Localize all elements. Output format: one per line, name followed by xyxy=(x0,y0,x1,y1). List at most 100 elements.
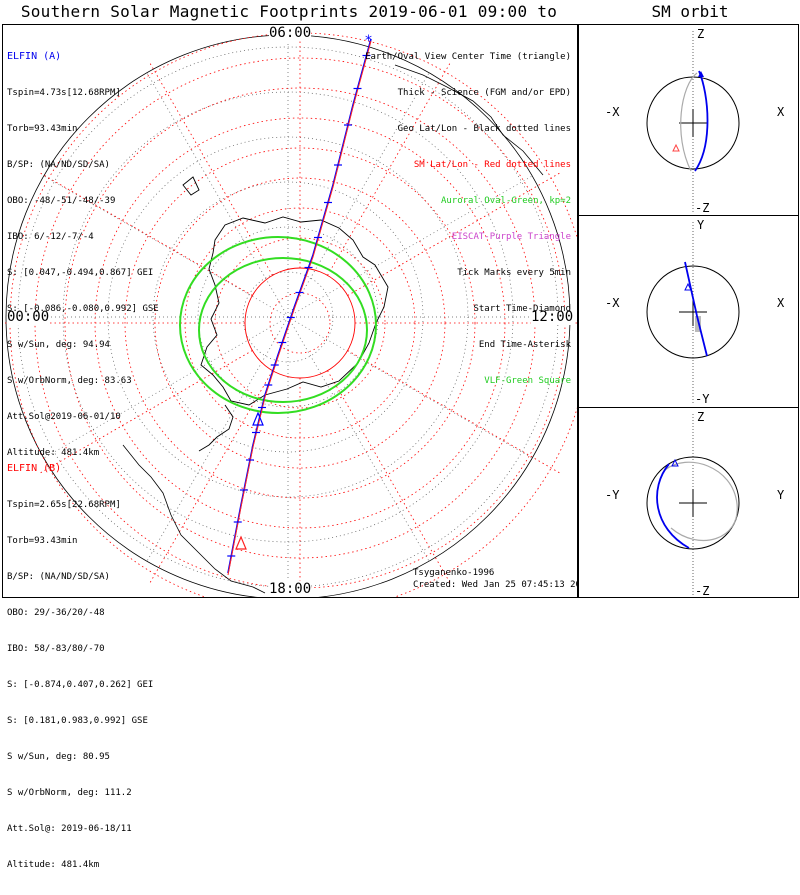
orbit-b-path xyxy=(680,72,698,172)
axis-label-left: -Y xyxy=(605,488,620,502)
geo-lat-circle xyxy=(197,226,379,408)
orbit-a-path xyxy=(684,261,708,357)
created-timestamp: Created: Wed Jan 25 07:45:13 2023 xyxy=(413,580,592,590)
sm-lat-circle xyxy=(269,292,331,354)
sm-lon-line xyxy=(327,370,451,584)
probe-a-line: S: [-0.086,-0.080,0.992] GSE xyxy=(7,304,159,314)
auroral-oval-outer xyxy=(179,236,377,414)
sm-lon-line xyxy=(39,350,253,474)
probe-a-line: S: [0.047,-0.494,0.867] GEI xyxy=(7,268,154,278)
model-credit: Tsyganenko-1996 xyxy=(413,568,495,578)
probe-a-line: S w/Sun, deg: 94.94 xyxy=(7,340,110,350)
geo-lon-line xyxy=(146,72,289,318)
axis-label-down: -Z xyxy=(695,201,710,215)
probe-b-line: OBO: 29/-36/20/-48 xyxy=(7,608,105,618)
probe-a-line: OBO: -48/-51/-48/-39 xyxy=(7,196,116,206)
axis-label-down: -Z xyxy=(695,584,710,598)
axis-label-up: Z xyxy=(697,27,705,41)
orbit-a-path xyxy=(656,463,690,549)
legend-item: Geo Lat/Lon - Black dotted lines xyxy=(397,124,571,134)
axis-label-up: Z xyxy=(697,410,705,424)
probe-a-line: Att.Sol@2019-06-01/10 xyxy=(7,412,121,422)
sm-lon-line xyxy=(327,62,451,276)
sm-lat-circle xyxy=(124,147,476,499)
legend-item: Start Time-Diamond xyxy=(473,304,571,314)
legend-item: Tick Marks every 5min xyxy=(457,268,571,278)
map-legend: Earth/Oval View Center Time (triangle) T… xyxy=(365,27,571,411)
legend-item: VLF-Green Square xyxy=(484,376,571,386)
sm-lon-line xyxy=(149,370,273,584)
hour-label-top: 06:00 xyxy=(269,25,312,41)
legend-item: Auroral Oval-Green, kp=2 xyxy=(440,196,571,206)
view-center-triangle-b xyxy=(235,535,247,550)
sm-lon-line xyxy=(347,350,561,474)
probe-b-line: S: [0.181,0.983,0.992] GSE xyxy=(7,716,148,726)
probe-a-line: B/SP: (NA/ND/SD/SA) xyxy=(7,160,110,170)
antarctica-coastline xyxy=(182,176,389,452)
orbit-plot-yz xyxy=(646,414,740,596)
footprint-map-panel: * 06:00 00:00 12:00 18:00 Earth/Oval Vie… xyxy=(2,24,592,870)
probe-b-info: ELFIN (B) Tspin=2.65s[22.68RPM] Torb=93.… xyxy=(7,439,153,895)
orbit-a-marker xyxy=(698,71,704,77)
sm-lon-line xyxy=(347,172,561,296)
orbit-b-marker xyxy=(672,143,680,152)
orbit-b-shadow xyxy=(695,316,701,332)
probe-b-line: Torb=93.43min xyxy=(7,536,78,546)
orbit-panel-yz: Z -Z -Y Y xyxy=(578,407,799,598)
track-tick-marks xyxy=(227,54,371,557)
probe-b-line: Att.Sol@: 2019-06-18/11 xyxy=(7,824,132,834)
hour-label-right: 12:00 xyxy=(531,309,574,325)
geo-lon-line xyxy=(43,175,289,318)
orbit-plot-xz xyxy=(646,31,740,213)
axis-label-right: X xyxy=(777,296,785,310)
axis-label-left: -X xyxy=(605,296,620,310)
geo-lon-line xyxy=(287,316,533,459)
elfin-b-track xyxy=(227,40,372,576)
orbit-a-marker xyxy=(684,282,692,291)
sm-lat-circle xyxy=(214,237,386,409)
probe-b-line: B/SP: (NA/ND/SD/SA) xyxy=(7,572,110,582)
hour-label-left: 00:00 xyxy=(7,309,50,325)
orbit-a-marker xyxy=(671,458,679,467)
sm-lon-line xyxy=(39,172,253,296)
probe-a-line: IBO: 6/-12/-7/-4 xyxy=(7,232,94,242)
probe-b-name: ELFIN (B) xyxy=(7,463,62,474)
legend-item: End Time-Asterisk xyxy=(478,340,571,350)
probe-b-line: S w/Sun, deg: 80.95 xyxy=(7,752,110,762)
probe-b-line: Tspin=2.65s[22.68RPM] xyxy=(7,500,121,510)
geo-lat-circle xyxy=(152,181,424,453)
geo-lon-line xyxy=(287,175,533,318)
sm-inner-circle xyxy=(244,267,356,379)
orbit-panel-xy: Y -Y -X X xyxy=(578,215,799,408)
geo-lon-line xyxy=(287,316,430,562)
probe-b-line: IBO: 58/-83/80/-70 xyxy=(7,644,105,654)
probe-a-line: S w/OrbNorm, deg: 83.63 xyxy=(7,376,132,386)
probe-a-line: Tspin=4.73s[12.68RPM] xyxy=(7,88,121,98)
orbit-plot-xy xyxy=(646,222,740,404)
axis-label-down: -Y xyxy=(695,392,710,406)
probe-a-line: Altitude: 481.4km xyxy=(7,448,100,458)
legend-item: EISCAT-Purple Triangle xyxy=(451,232,571,242)
probe-b-line: S w/OrbNorm, deg: 111.2 xyxy=(7,788,132,798)
legend-item: SM Lat/Lon - Red dotted lines xyxy=(413,160,571,170)
view-center-triangle xyxy=(252,411,264,426)
axis-label-right: X xyxy=(777,105,785,119)
end-time-asterisk: * xyxy=(365,33,372,49)
orbit-panel-xz: Z -Z -X X xyxy=(578,24,799,216)
axis-label-right: Y xyxy=(777,488,785,502)
orbit-a-path xyxy=(694,70,709,172)
probe-b-line: Altitude: 481.4km xyxy=(7,860,100,870)
footprint-map: * xyxy=(3,25,577,597)
probe-a-info: ELFIN (A) Tspin=4.73s[12.68RPM] Torb=93.… xyxy=(7,27,159,483)
orbit-b-path xyxy=(664,461,738,542)
auroral-oval-inner xyxy=(198,257,368,403)
legend-item: Earth/Oval View Center Time (triangle) xyxy=(365,52,571,62)
geo-lon-line xyxy=(287,72,430,318)
geo-lon-line xyxy=(43,316,289,459)
hour-label-bottom: 18:00 xyxy=(269,581,312,597)
probe-b-line: S: [-0.874,0.407,0.262] GEI xyxy=(7,680,154,690)
australia-coastline xyxy=(394,64,544,176)
south-america-coastline xyxy=(122,444,266,594)
orbit-panel-title: SM orbit xyxy=(651,2,729,21)
geo-lon-line xyxy=(146,316,289,562)
